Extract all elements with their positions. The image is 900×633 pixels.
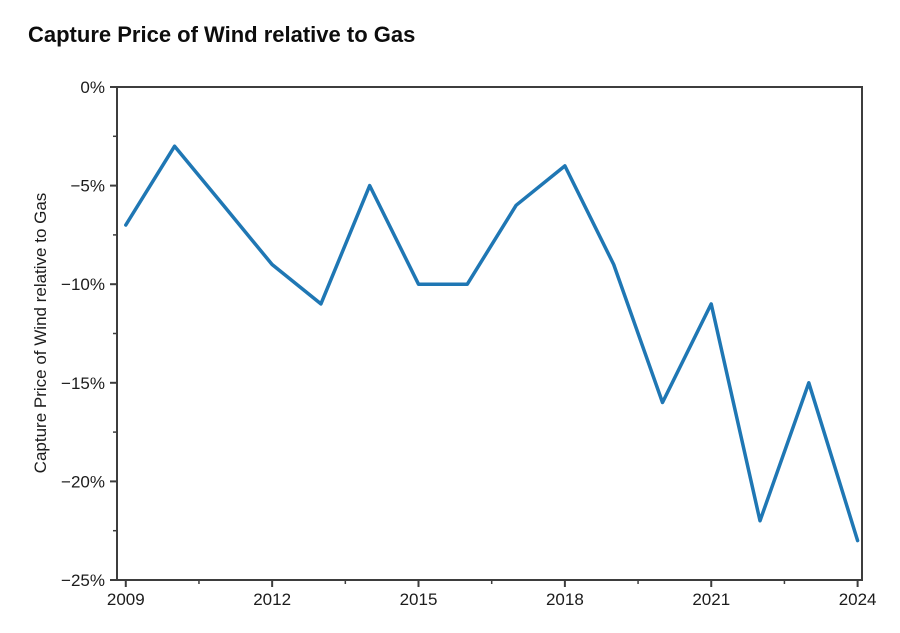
- x-tick-label: 2018: [546, 590, 584, 609]
- x-tick-label: 2021: [692, 590, 730, 609]
- y-tick-label: −20%: [61, 472, 105, 491]
- y-tick-label: 0%: [80, 78, 105, 97]
- data-line: [124, 144, 860, 543]
- x-tick-label: 2015: [400, 590, 438, 609]
- y-tick-label: −10%: [61, 275, 105, 294]
- x-tick-label: 2009: [107, 590, 145, 609]
- y-tick-label: −25%: [61, 571, 105, 590]
- x-tick-label: 2024: [839, 590, 877, 609]
- plot-border: [116, 86, 863, 581]
- chart-title: Capture Price of Wind relative to Gas: [28, 22, 416, 47]
- y-tick-label: −5%: [71, 177, 106, 196]
- y-tick-label: −15%: [61, 374, 105, 393]
- x-tick-label: 2012: [253, 590, 291, 609]
